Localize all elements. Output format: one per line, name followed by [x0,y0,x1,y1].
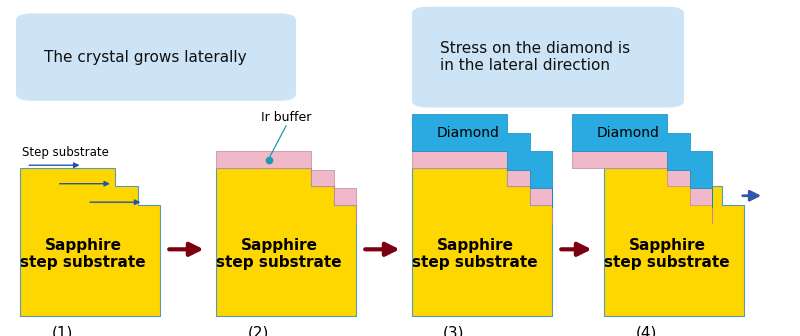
Polygon shape [412,151,552,223]
Text: (3): (3) [443,325,465,336]
Text: (1): (1) [51,325,73,336]
Text: Step substrate: Step substrate [22,146,109,159]
Text: The crystal grows laterally: The crystal grows laterally [44,50,246,65]
Polygon shape [604,168,744,316]
Text: Ir buffer: Ir buffer [261,111,311,124]
Polygon shape [20,168,160,316]
Text: (2): (2) [247,325,269,336]
Text: Stress on the diamond is
in the lateral direction: Stress on the diamond is in the lateral … [440,41,630,73]
Text: Sapphire
step substrate: Sapphire step substrate [20,238,146,270]
Text: Sapphire
step substrate: Sapphire step substrate [412,238,538,270]
Polygon shape [412,168,552,316]
Polygon shape [216,168,356,316]
Text: (4): (4) [635,325,657,336]
Polygon shape [572,151,712,223]
FancyBboxPatch shape [16,13,296,101]
Polygon shape [572,114,712,207]
Text: Diamond: Diamond [437,126,499,140]
Polygon shape [216,151,356,223]
FancyBboxPatch shape [412,7,684,108]
Text: Diamond: Diamond [597,126,659,140]
Text: Sapphire
step substrate: Sapphire step substrate [216,238,342,270]
Polygon shape [412,114,552,207]
Text: Sapphire
step substrate: Sapphire step substrate [604,238,730,270]
